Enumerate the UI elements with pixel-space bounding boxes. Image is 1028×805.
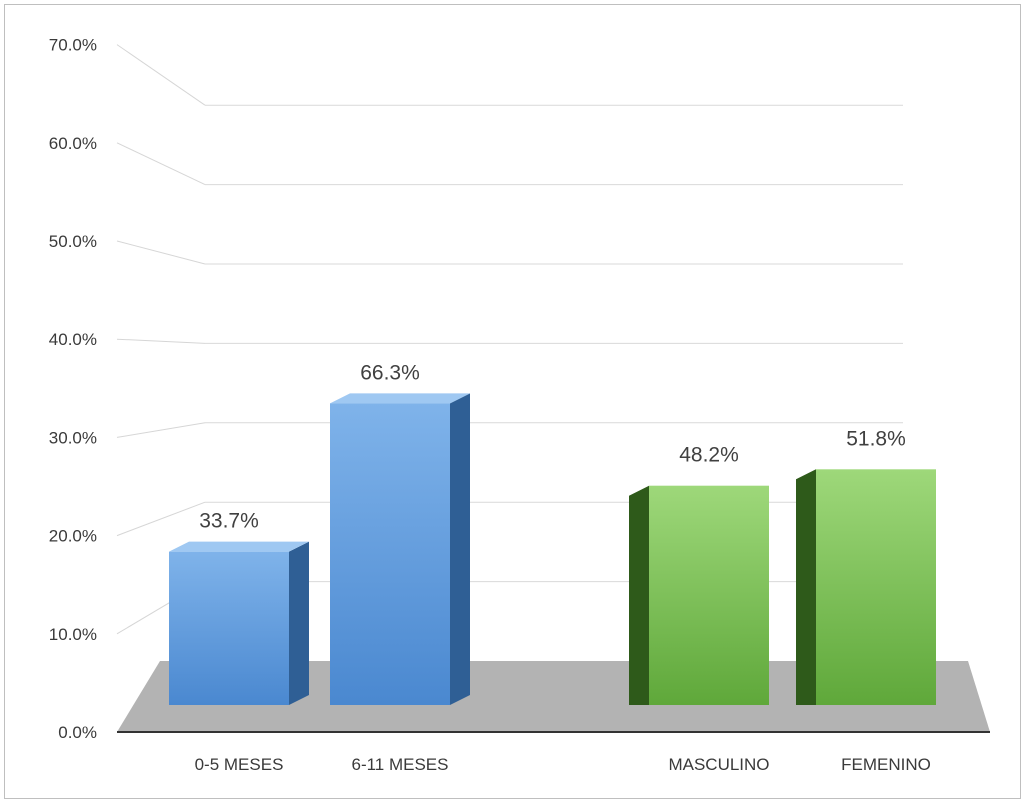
bar (330, 393, 470, 705)
gridline-diagonal (116, 338, 206, 344)
bar-top (169, 541, 309, 552)
gridline-diagonal (116, 44, 206, 106)
y-tick-label: 0.0% (58, 723, 97, 742)
gridline-diagonal (116, 142, 206, 186)
gridline-diagonal (116, 501, 206, 537)
bar-front (649, 485, 769, 705)
category-label: FEMENINO (841, 755, 931, 774)
bar-side (629, 485, 649, 705)
y-tick-label: 60.0% (49, 134, 97, 153)
bar-side (796, 469, 816, 705)
data-label: 33.7% (199, 510, 259, 533)
y-tick-label: 30.0% (49, 428, 97, 447)
y-tick-label: 40.0% (49, 330, 97, 349)
data-label: 66.3% (360, 361, 420, 384)
data-label: 48.2% (679, 444, 739, 467)
gridline-diagonal (116, 422, 206, 438)
bar-side (289, 541, 309, 705)
y-tick-label: 10.0% (49, 625, 97, 644)
category-label: MASCULINO (668, 755, 769, 774)
bar (796, 469, 936, 705)
bar (629, 485, 769, 705)
y-tick-label: 70.0% (49, 36, 97, 55)
bar (169, 541, 309, 705)
bar-front (816, 469, 936, 705)
bar-front (330, 403, 450, 705)
chart-frame: 0.0% 10.0% 20.0% 30.0% 40.0% 50.0% 60.0% 70.0% … (4, 4, 1021, 799)
y-tick-label: 20.0% (49, 527, 97, 546)
category-label: 6-11 MESES (351, 755, 448, 774)
data-label: 51.8% (846, 427, 906, 450)
y-tick-label: 50.0% (49, 232, 97, 251)
category-label: 0-5 MESES (195, 755, 284, 774)
bar-chart: 0.0%10.0%20.0%30.0%40.0%50.0%60.0%70.0% … (49, 36, 990, 774)
bar-front (169, 551, 289, 705)
bar-side (450, 393, 470, 705)
gridline-diagonal (116, 240, 206, 265)
bar-top (330, 393, 470, 404)
